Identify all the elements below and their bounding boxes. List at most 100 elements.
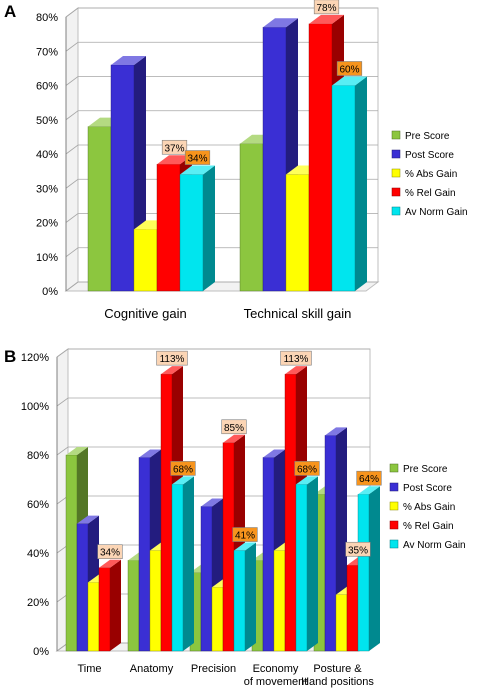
data-label-text: 113%	[284, 354, 309, 365]
data-label-b-2-4: 41%	[232, 527, 258, 542]
bar-b-2-4	[233, 542, 256, 652]
bar-front	[239, 143, 264, 292]
data-label-a-1-3: 78%	[313, 0, 340, 15]
legend-label: % Abs Gain	[403, 502, 455, 513]
data-label-a-0-4: 34%	[184, 150, 211, 165]
bar-front	[357, 494, 370, 652]
data-label-box	[356, 470, 382, 486]
legend-swatch	[389, 520, 399, 530]
category-label: Economy	[253, 663, 299, 675]
gridline	[56, 446, 370, 456]
y-tick-label: 0%	[33, 646, 49, 658]
data-label-text: 60%	[339, 65, 359, 76]
legend-swatch	[389, 482, 399, 492]
data-label-b-2-3: 85%	[221, 419, 247, 435]
chart-b: 0% 20% 40% 60% 80% 100% 120% Time Anatomy Precisi…	[21, 348, 466, 688]
y-tick-label: 70%	[36, 46, 58, 58]
bar-b-4-4	[357, 486, 380, 652]
data-label-b-4-3: 35%	[345, 541, 371, 557]
legend-a: Pre Score Post Score % Abs Gain % Rel Gain A…	[391, 130, 468, 218]
legend-label: Av Norm Gain	[403, 540, 466, 551]
bar-top	[263, 449, 285, 458]
bar-top	[263, 18, 298, 28]
bar-side	[203, 165, 215, 291]
bar-front	[273, 550, 286, 652]
data-label-text: 113%	[160, 354, 185, 365]
data-label-text: 85%	[224, 423, 244, 434]
bar-front	[138, 457, 151, 652]
data-label-b-3-4: 68%	[294, 461, 320, 476]
bar-front	[200, 506, 213, 652]
data-label-text: 41%	[235, 531, 255, 542]
bar-front	[262, 27, 287, 292]
data-label-box	[97, 544, 123, 560]
bar-top	[99, 559, 121, 568]
bar-b-3-4	[295, 476, 318, 652]
bar-top	[172, 476, 194, 485]
category-label: Hand positions	[301, 676, 374, 688]
y-tick-label: 60%	[27, 499, 49, 511]
bar-top	[296, 476, 318, 485]
bar-front	[179, 174, 204, 292]
legend-label: Pre Score	[403, 464, 448, 475]
y-tick-label: 0%	[42, 286, 58, 298]
bar-top	[161, 366, 183, 375]
bar-top	[157, 155, 192, 165]
bar-top	[358, 486, 380, 495]
y-tick-label: 30%	[36, 183, 58, 195]
bar-front	[127, 560, 140, 652]
bar-side	[355, 76, 367, 291]
legend-label: Av Norm Gain	[405, 207, 468, 218]
panel-b-letter: B	[4, 347, 16, 366]
bar-front	[285, 174, 310, 292]
y-tick-label: 40%	[27, 548, 49, 560]
bar-front	[331, 85, 356, 292]
bar-b-1-4	[171, 476, 194, 652]
data-label-text: 68%	[297, 464, 317, 475]
category-label: Anatomy	[130, 663, 174, 675]
bar-side	[183, 476, 194, 651]
bar-front	[156, 164, 181, 292]
data-label-b-3-3: 113%	[280, 350, 312, 366]
legend-label: Pre Score	[405, 131, 450, 142]
bar-front	[308, 23, 333, 292]
bar-side	[245, 542, 256, 651]
bar-top	[66, 447, 88, 455]
gridline	[56, 397, 370, 407]
category-label: of movement	[244, 676, 308, 688]
data-label-text: 34%	[100, 548, 120, 559]
bar-top	[234, 542, 256, 551]
data-label-box	[221, 419, 247, 435]
legend-label: % Rel Gain	[403, 521, 454, 532]
y-tick-label: 20%	[36, 218, 58, 230]
data-label-box	[336, 61, 363, 76]
category-label: Posture &	[313, 663, 362, 675]
legend-swatch	[391, 149, 401, 159]
y-tick-label: 120%	[21, 352, 49, 364]
data-label-b-1-3: 113%	[156, 350, 188, 366]
legend-swatch	[389, 501, 399, 511]
bar-front	[171, 484, 184, 652]
bar-front	[295, 484, 308, 652]
bar-top	[285, 366, 307, 375]
bar-front	[284, 373, 297, 652]
data-label-text: 64%	[359, 474, 379, 485]
data-label-b-0-3: 34%	[97, 544, 123, 560]
bar-top	[180, 165, 215, 175]
chart-a: 0% 10% 20% 30% 40% 50% 60% 70% 80% Cognitive gain…	[36, 0, 468, 321]
y-tick-label: 80%	[36, 12, 58, 24]
y-tick-label: 60%	[36, 81, 58, 93]
legend-label: Post Score	[405, 150, 454, 161]
gridline	[65, 7, 378, 18]
bar-front	[262, 457, 275, 652]
bar-front	[335, 594, 348, 652]
bar-a-1-4	[331, 76, 367, 292]
bar-side	[369, 486, 380, 651]
gridline	[56, 348, 370, 358]
y-tick-label: 80%	[27, 450, 49, 462]
data-label-b-4-4: 64%	[356, 470, 382, 486]
data-label-box	[294, 461, 320, 476]
bar-front	[211, 587, 224, 652]
category-label: Time	[77, 663, 101, 675]
